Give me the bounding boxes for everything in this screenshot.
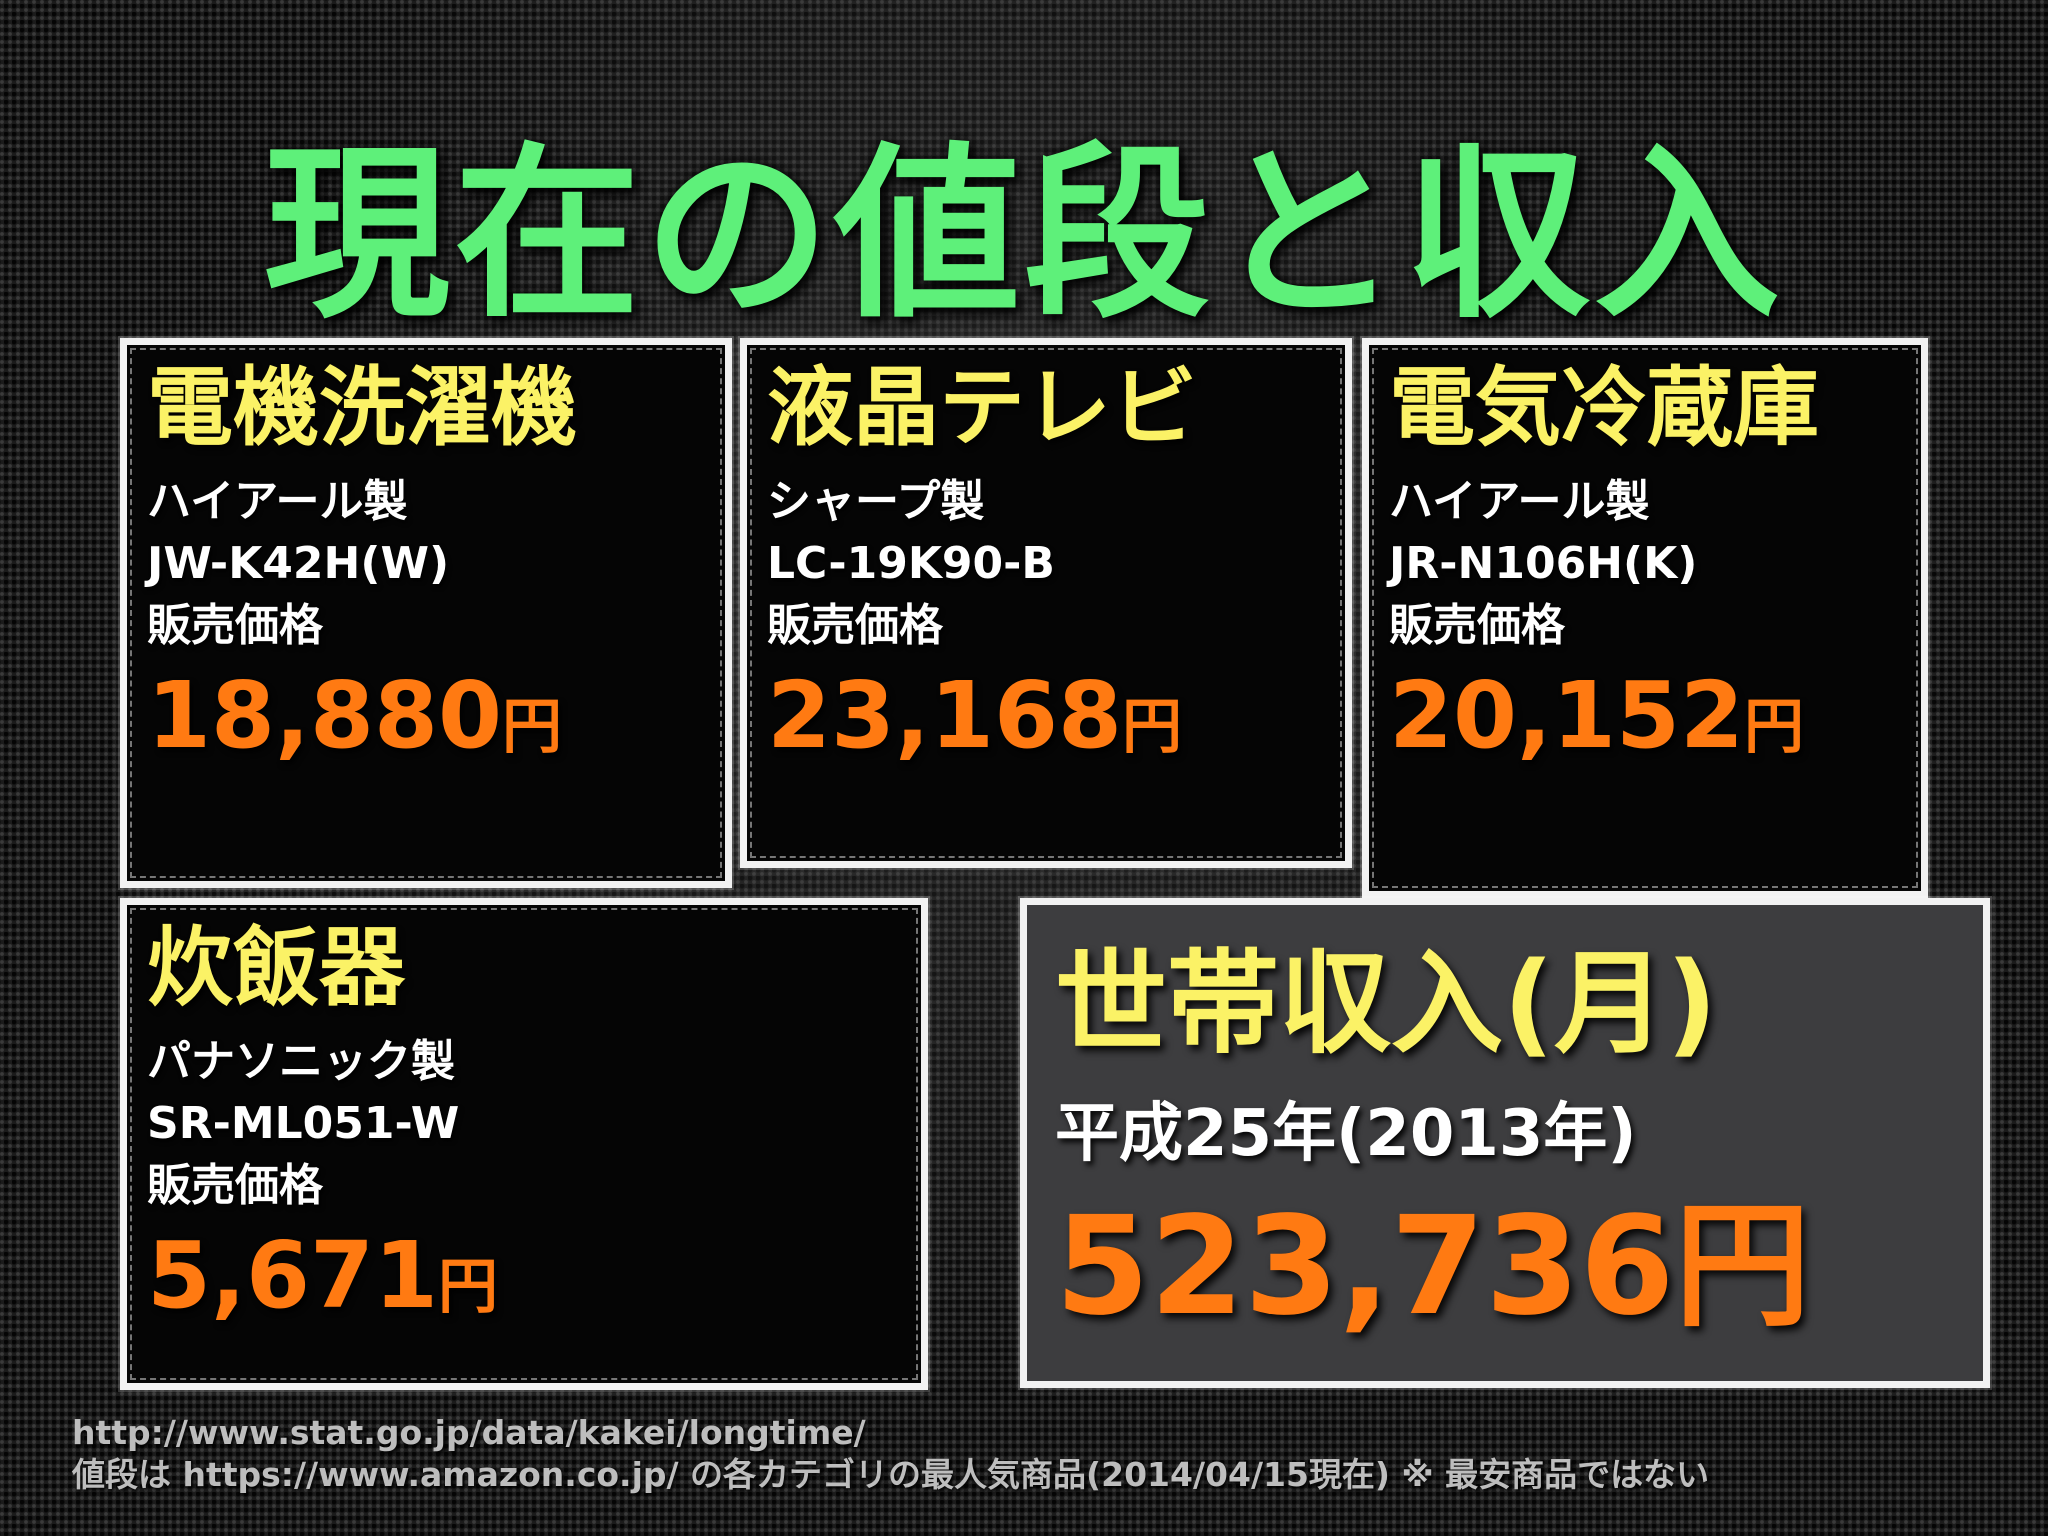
price-value: 23,168	[767, 662, 1123, 769]
price-unit: 円	[1744, 692, 1805, 762]
product-category: 炊飯器	[147, 918, 405, 1018]
product-maker: ハイアール製	[1389, 476, 1650, 527]
product-category: 液晶テレビ	[767, 358, 1197, 458]
price-unit: 円	[1122, 692, 1183, 762]
income-value: 523,736円	[1055, 1179, 1955, 1355]
product-maker: ハイアール製	[147, 476, 408, 527]
product-card-tv: 液晶テレビ シャープ製 LC-19K90-B 販売価格 23,168円	[740, 338, 1352, 868]
price-unit: 円	[438, 1252, 499, 1322]
price-label: 販売価格	[1389, 600, 1565, 651]
product-price: 23,168円	[767, 657, 1325, 786]
price-value: 20,152	[1389, 662, 1745, 769]
page-title: 現在の値段と収入	[263, 126, 1784, 343]
product-price: 5,671円	[147, 1217, 901, 1346]
price-value: 18,880	[147, 662, 503, 769]
product-card-rice-cooker: 炊飯器 パナソニック製 SR-ML051-W 販売価格 5,671円	[120, 898, 928, 1390]
product-model: JW-K42H(W)	[147, 538, 450, 589]
product-maker: パナソニック製	[147, 1036, 455, 1087]
source-notes: http://www.stat.go.jp/data/kakei/longtim…	[72, 1412, 2032, 1496]
price-label: 販売価格	[147, 1160, 323, 1211]
product-model: JR-N106H(K)	[1389, 538, 1698, 589]
product-price: 18,880円	[147, 657, 705, 786]
price-label: 販売価格	[147, 600, 323, 651]
income-period: 平成25年(2013年)	[1055, 1097, 1637, 1171]
price-note: 値段は https://www.amazon.co.jp/ の各カテゴリの最人気…	[72, 1455, 1710, 1494]
product-maker: シャープ製	[767, 476, 985, 527]
product-price: 20,152円	[1389, 657, 1901, 786]
income-unit: 円	[1674, 1188, 1811, 1346]
income-card: 世帯収入(月) 平成25年(2013年) 523,736円	[1020, 898, 1990, 1388]
price-label: 販売価格	[767, 600, 943, 651]
source-url: http://www.stat.go.jp/data/kakei/longtim…	[72, 1413, 866, 1452]
income-title: 世帯収入(月)	[1055, 939, 1718, 1069]
product-model: LC-19K90-B	[767, 538, 1055, 589]
product-category: 電気冷蔵庫	[1389, 358, 1819, 458]
product-category: 電機洗濯機	[147, 358, 577, 458]
product-card-washer: 電機洗濯機 ハイアール製 JW-K42H(W) 販売価格 18,880円	[120, 338, 732, 888]
product-card-fridge: 電気冷蔵庫 ハイアール製 JR-N106H(K) 販売価格 20,152円	[1362, 338, 1928, 898]
price-unit: 円	[502, 692, 563, 762]
product-model: SR-ML051-W	[147, 1098, 460, 1149]
price-value: 5,671	[147, 1222, 439, 1329]
income-amount: 523,736	[1055, 1188, 1675, 1346]
